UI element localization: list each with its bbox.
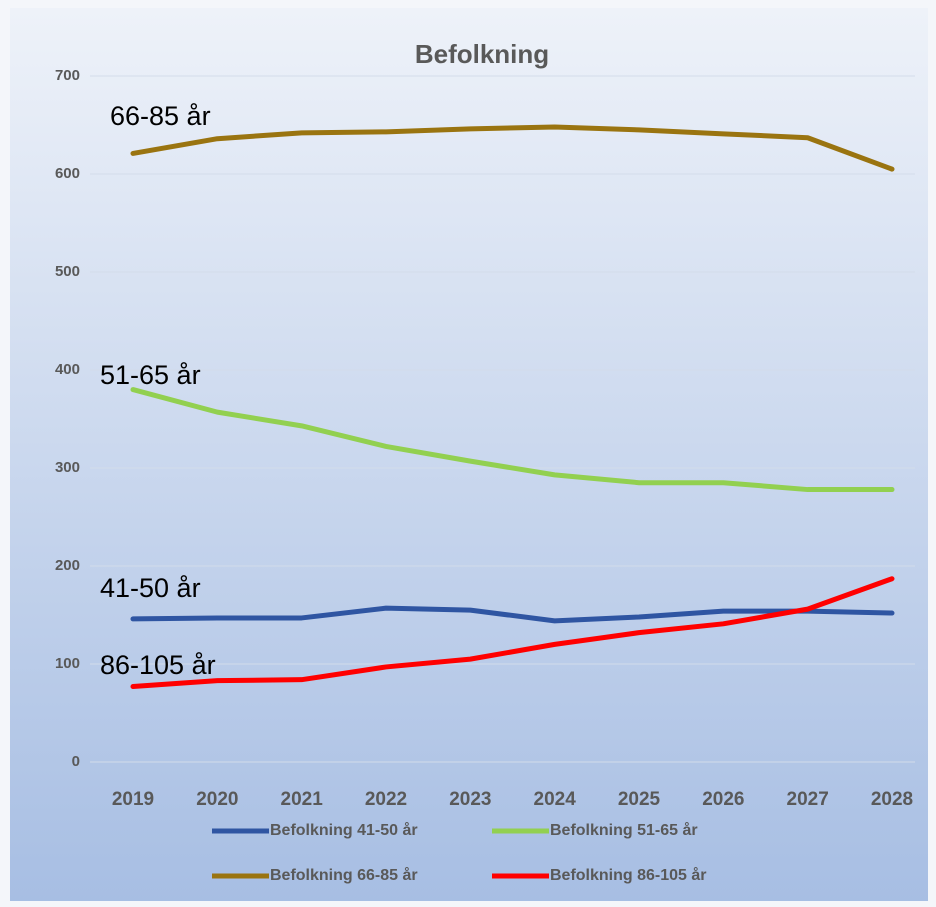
series-line — [130, 387, 895, 493]
legend-label: Befolkning 41-50 år — [270, 821, 418, 839]
legend-label: Befolkning 51-65 år — [550, 821, 698, 839]
annotation: 41-50 år — [100, 573, 201, 603]
x-tick-label: 2022 — [365, 789, 407, 810]
x-tick-label: 2026 — [702, 789, 744, 810]
y-tick-label: 0 — [72, 753, 80, 770]
x-tick-label: 2024 — [534, 789, 577, 810]
x-tick-label: 2023 — [449, 789, 491, 810]
x-tick-label: 2025 — [618, 789, 661, 810]
series-line — [130, 576, 895, 690]
y-tick-label: 200 — [55, 557, 80, 574]
annotation: 86-105 år — [100, 650, 216, 680]
y-tick-label: 700 — [55, 67, 80, 84]
y-tick-label: 500 — [55, 263, 80, 280]
y-tick-label: 400 — [55, 361, 80, 378]
x-tick-label: 2019 — [112, 789, 154, 810]
chart-title: Befolkning — [415, 39, 549, 69]
x-tick-label: 2027 — [787, 789, 829, 810]
legend-label: Befolkning 66-85 år — [270, 866, 418, 884]
chart-background — [10, 8, 928, 901]
annotation: 51-65 år — [100, 360, 201, 390]
annotation: 66-85 år — [110, 101, 211, 131]
x-tick-label: 2021 — [281, 789, 324, 810]
series-line — [130, 605, 895, 624]
x-tick-label: 2020 — [196, 789, 238, 810]
series-line — [130, 124, 895, 172]
y-tick-label: 300 — [55, 459, 80, 476]
y-tick-label: 100 — [55, 655, 80, 672]
y-tick-label: 600 — [55, 165, 80, 182]
x-tick-label: 2028 — [871, 789, 913, 810]
legend-label: Befolkning 86-105 år — [550, 866, 707, 884]
